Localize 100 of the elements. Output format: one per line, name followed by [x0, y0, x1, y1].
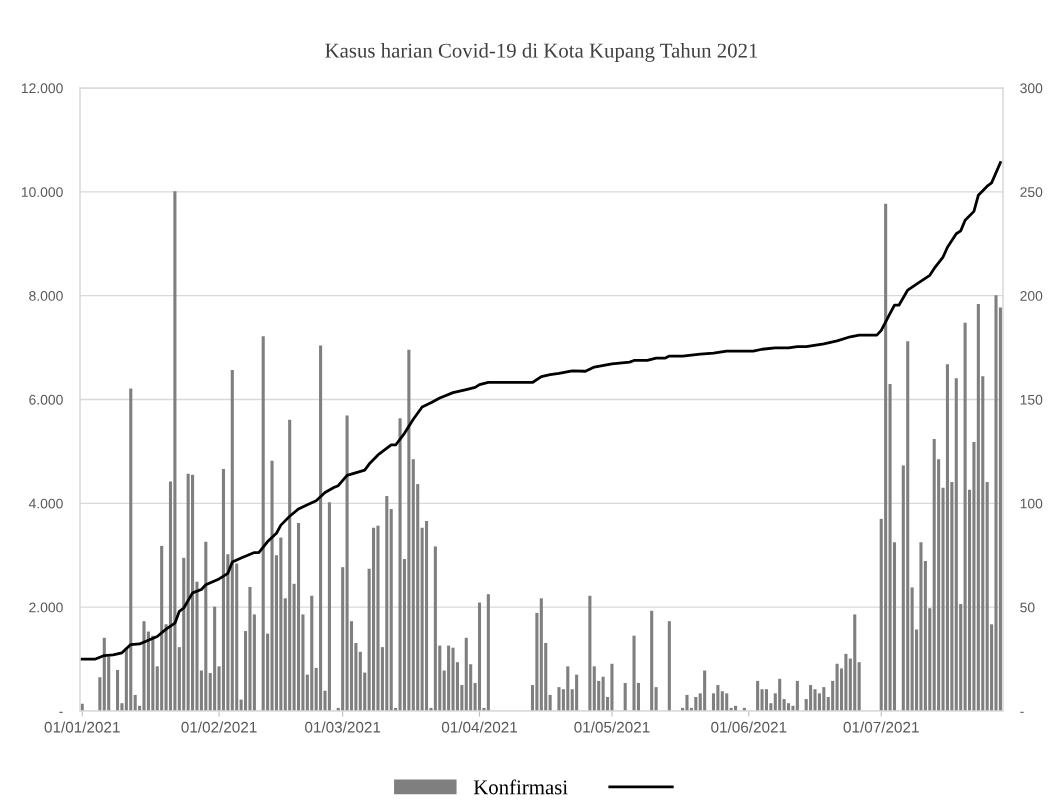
bar — [610, 663, 614, 711]
bar — [186, 473, 190, 711]
bar — [906, 341, 910, 711]
bar — [756, 680, 760, 711]
y-tick-label: 12.000 — [21, 83, 63, 94]
bar — [358, 651, 362, 711]
bar — [835, 663, 839, 711]
bar — [945, 364, 949, 711]
bar — [831, 680, 835, 711]
bar — [451, 647, 455, 711]
bar — [133, 694, 137, 711]
chart-title: Kasus harian Covid-19 di Kota Kupang Tahun 2021 — [325, 42, 758, 62]
y-tick-label: 4.000 — [28, 498, 63, 509]
y2-tick-label: 150 — [1020, 394, 1043, 405]
x-tick-label: 01/05/2021 — [574, 721, 650, 733]
bar — [822, 687, 826, 711]
bar — [248, 586, 252, 711]
bar — [963, 322, 967, 711]
bar — [650, 610, 654, 711]
bar — [433, 546, 437, 711]
y2-tick-label: 250 — [1020, 187, 1043, 197]
bar — [954, 378, 958, 711]
bar — [270, 460, 274, 711]
y-tick-label: - — [59, 711, 63, 713]
bar — [213, 606, 217, 711]
bar — [385, 496, 389, 711]
bar — [142, 621, 146, 711]
bar — [151, 635, 155, 711]
bar — [424, 520, 429, 711]
x-tick-label: 01/06/2021 — [711, 721, 787, 733]
bar — [778, 678, 782, 711]
bar — [372, 527, 376, 711]
line-series — [80, 161, 1002, 661]
bar — [654, 687, 658, 711]
bar — [764, 689, 768, 711]
bar — [588, 595, 592, 711]
x-tick-label: 01/03/2021 — [305, 721, 381, 733]
bar — [910, 587, 914, 711]
bar — [389, 509, 393, 711]
bar — [853, 614, 857, 711]
bar — [884, 203, 888, 711]
bar — [129, 388, 133, 711]
bar — [667, 621, 671, 711]
bar — [310, 595, 314, 711]
bar — [398, 418, 402, 711]
bar — [857, 662, 861, 711]
bar — [716, 685, 720, 711]
bar — [486, 594, 490, 711]
bar — [411, 459, 415, 711]
bar — [720, 691, 724, 711]
bar — [575, 674, 579, 711]
bar — [844, 653, 848, 711]
bar — [296, 523, 301, 711]
y2-tick-label: 100 — [1020, 498, 1043, 509]
bar — [888, 383, 892, 711]
bar — [204, 541, 208, 711]
x-tick-label: 01/07/2021 — [843, 721, 919, 733]
bar — [795, 680, 799, 711]
bar — [809, 685, 813, 711]
bar — [319, 345, 323, 711]
bar — [919, 542, 923, 711]
bar — [341, 567, 345, 711]
bar — [98, 677, 102, 711]
bar — [182, 557, 186, 711]
bar — [173, 191, 177, 711]
bar — [972, 442, 976, 711]
bar — [994, 295, 998, 711]
bar — [327, 502, 331, 711]
bar — [345, 415, 349, 711]
bar — [623, 682, 627, 711]
x-tick-label: 01/04/2021 — [441, 721, 517, 733]
bar — [230, 369, 234, 711]
x-tick-label: 01/02/2021 — [181, 721, 257, 733]
bar — [115, 669, 120, 711]
bar — [539, 598, 543, 711]
bar — [191, 474, 195, 711]
y2-tick-label: 200 — [1020, 291, 1043, 301]
y-tick-label: 10.000 — [21, 187, 63, 197]
y-tick-label: 6.000 — [29, 394, 63, 405]
y-tick-label: 2.000 — [29, 602, 63, 613]
bar — [976, 303, 980, 711]
y2-tick-label: - — [1020, 711, 1024, 713]
bar — [464, 637, 468, 711]
bar — [601, 676, 605, 711]
bar — [932, 438, 936, 711]
bar — [548, 694, 552, 711]
bar — [813, 689, 817, 711]
bar — [566, 666, 570, 711]
bar — [477, 602, 482, 711]
bar — [376, 525, 380, 711]
bar — [632, 635, 636, 711]
bar — [685, 694, 689, 711]
bar — [261, 336, 265, 711]
bar — [288, 419, 292, 711]
bar — [535, 612, 539, 711]
y2-tick-label: 50 — [1020, 602, 1035, 613]
bar — [279, 537, 283, 711]
x-tick-label: 01/01/2021 — [44, 721, 120, 733]
bar — [725, 693, 729, 711]
bar — [694, 696, 698, 711]
